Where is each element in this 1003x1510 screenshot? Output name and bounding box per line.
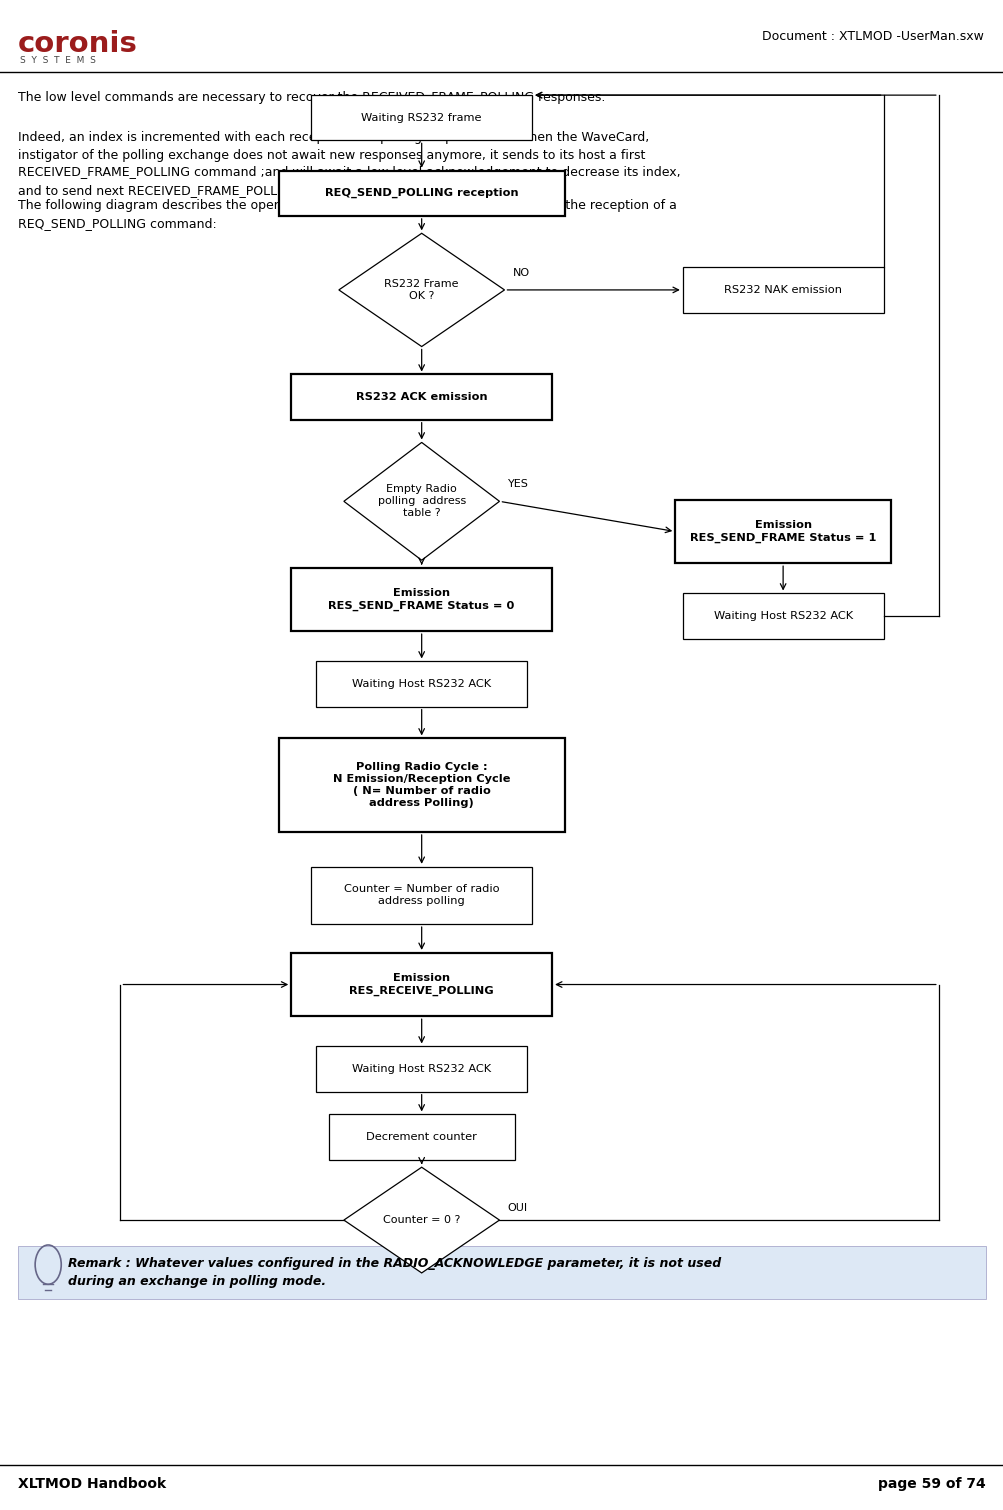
Polygon shape xyxy=(338,233,504,346)
FancyBboxPatch shape xyxy=(316,1046,527,1092)
Text: OUI: OUI xyxy=(507,1202,528,1213)
FancyBboxPatch shape xyxy=(311,95,532,140)
Text: S  Y  S  T  E  M  S: S Y S T E M S xyxy=(20,56,96,65)
FancyBboxPatch shape xyxy=(311,867,532,924)
Polygon shape xyxy=(343,442,499,560)
Text: The following diagram describes the operations carried out by the WaveCard follo: The following diagram describes the oper… xyxy=(18,199,676,230)
Text: Waiting Host RS232 ACK: Waiting Host RS232 ACK xyxy=(352,1065,490,1074)
FancyBboxPatch shape xyxy=(675,500,891,563)
Text: The low level commands are necessary to recover the RECEIVED_FRAME_POLLING respo: The low level commands are necessary to … xyxy=(18,91,605,104)
Text: Counter = 0 ?: Counter = 0 ? xyxy=(382,1216,460,1225)
Text: Emission
RES_SEND_FRAME Status = 0: Emission RES_SEND_FRAME Status = 0 xyxy=(328,589,515,610)
FancyBboxPatch shape xyxy=(682,267,883,313)
Text: Emission
RES_RECEIVE_POLLING: Emission RES_RECEIVE_POLLING xyxy=(349,974,493,995)
Text: RS232 ACK emission: RS232 ACK emission xyxy=(355,393,487,402)
Text: YES: YES xyxy=(507,479,528,489)
Text: Indeed, an index is incremented with each reception of a polling response. And w: Indeed, an index is incremented with eac… xyxy=(18,131,680,196)
FancyBboxPatch shape xyxy=(329,1114,514,1160)
Text: REQ_SEND_POLLING reception: REQ_SEND_POLLING reception xyxy=(325,189,518,198)
Text: Waiting Host RS232 ACK: Waiting Host RS232 ACK xyxy=(713,612,852,621)
FancyBboxPatch shape xyxy=(682,593,883,639)
Polygon shape xyxy=(343,1167,499,1273)
Text: coronis: coronis xyxy=(18,30,137,59)
Text: XLTMOD Handbook: XLTMOD Handbook xyxy=(18,1477,166,1490)
Text: NO: NO xyxy=(513,267,530,278)
FancyBboxPatch shape xyxy=(279,738,564,832)
Text: Waiting RS232 frame: Waiting RS232 frame xyxy=(361,113,481,122)
FancyBboxPatch shape xyxy=(279,171,564,216)
Text: Counter = Number of radio
address polling: Counter = Number of radio address pollin… xyxy=(343,885,499,906)
Text: Document : XTLMOD -UserMan.sxw: Document : XTLMOD -UserMan.sxw xyxy=(761,30,983,44)
FancyBboxPatch shape xyxy=(291,374,552,420)
Text: Waiting Host RS232 ACK: Waiting Host RS232 ACK xyxy=(352,680,490,689)
FancyBboxPatch shape xyxy=(18,1246,985,1299)
FancyBboxPatch shape xyxy=(291,953,552,1016)
Text: Empty Radio
polling  address
table ?: Empty Radio polling address table ? xyxy=(377,485,465,518)
Text: RS232 NAK emission: RS232 NAK emission xyxy=(723,285,842,294)
Text: Emission
RES_SEND_FRAME Status = 1: Emission RES_SEND_FRAME Status = 1 xyxy=(689,521,876,542)
Text: RS232 Frame
OK ?: RS232 Frame OK ? xyxy=(384,279,458,300)
Text: Polling Radio Cycle :
N Emission/Reception Cycle
( N= Number of radio
address Po: Polling Radio Cycle : N Emission/Recepti… xyxy=(333,763,510,808)
Text: Decrement counter: Decrement counter xyxy=(366,1132,476,1142)
FancyBboxPatch shape xyxy=(291,568,552,631)
Text: Remark : Whatever values configured in the RADIO_ACKNOWLEDGE parameter, it is no: Remark : Whatever values configured in t… xyxy=(68,1256,721,1288)
Text: page 59 of 74: page 59 of 74 xyxy=(878,1477,985,1490)
FancyBboxPatch shape xyxy=(316,661,527,707)
